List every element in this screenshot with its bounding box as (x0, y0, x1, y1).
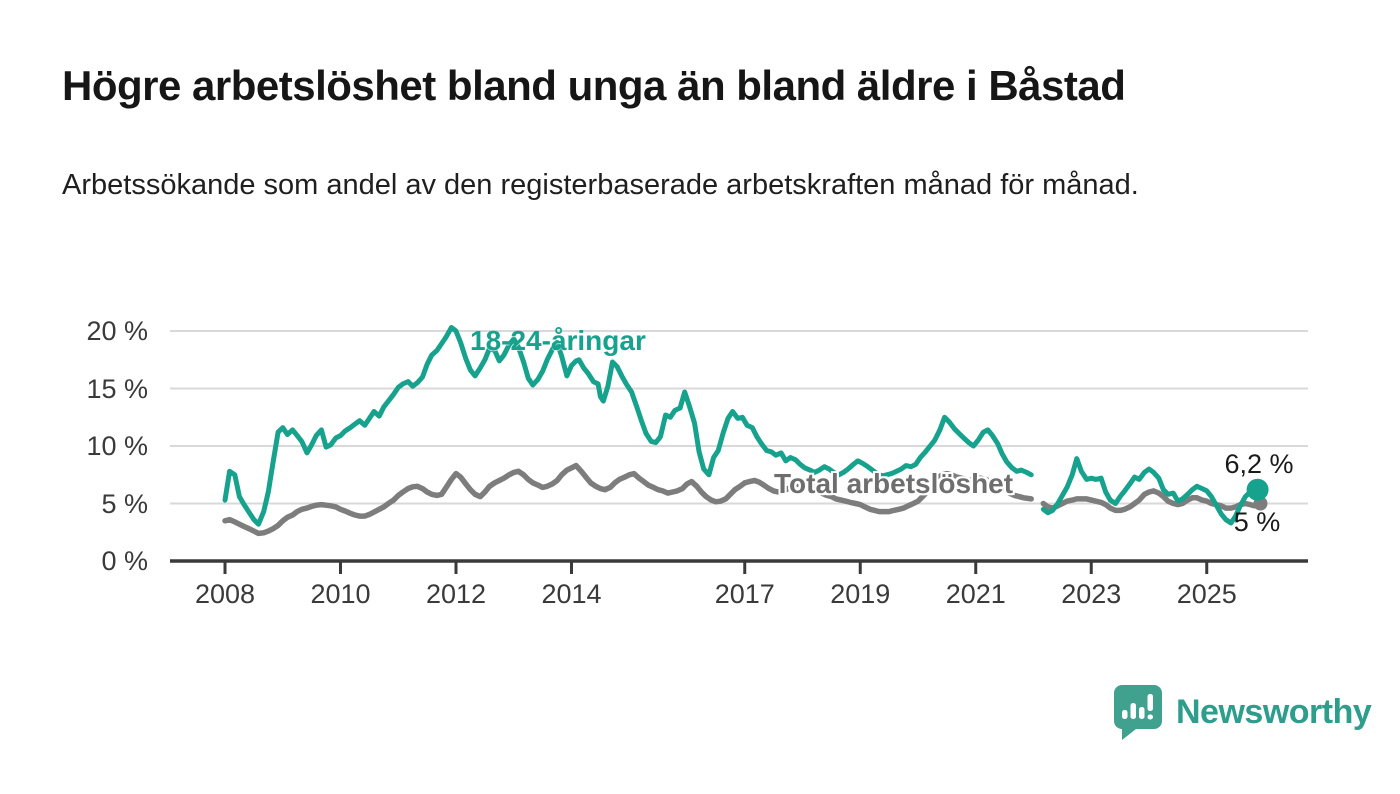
x-tick-label: 2010 (310, 579, 371, 609)
y-tick-label: 20 % (86, 316, 148, 346)
x-tick-label: 2023 (1061, 579, 1122, 609)
series-label-youth: 18-24-åringar (470, 325, 646, 356)
x-tick-label: 2017 (714, 579, 775, 609)
y-tick-label: 15 % (86, 373, 148, 404)
end-value-label-youth: 6,2 % (1224, 449, 1294, 479)
page-subtitle: Arbetssökande som andel av den registerb… (62, 169, 1139, 201)
series-line-youth (1040, 456, 1261, 526)
speech-bubble-bar-chart-icon (1114, 685, 1162, 740)
series-line-total (222, 462, 1034, 537)
x-tick-label: 2021 (945, 579, 1006, 609)
y-tick-label: 0 % (101, 546, 148, 576)
y-tick-label: 5 % (101, 488, 148, 519)
x-tick-label: 2008 (194, 579, 256, 609)
x-tick-label: 2014 (541, 579, 602, 609)
series-lines (222, 325, 1264, 537)
x-tick-label: 2012 (425, 579, 487, 609)
x-tick-label: 2019 (830, 579, 891, 609)
brand-name: Newsworthy (1176, 692, 1372, 731)
newsworthy-brand: Newsworthy (1112, 682, 1372, 742)
series-label-total: Total arbetslöshet (774, 468, 1014, 499)
series-end-dots (1246, 478, 1269, 511)
series-line-total (1040, 488, 1264, 514)
x-tick-label: 2025 (1176, 579, 1237, 609)
end-value-label-total: 5 % (1233, 507, 1281, 537)
y-tick-label: 10 % (86, 431, 148, 461)
page-title: Högre arbetslöshet bland unga än bland ä… (62, 62, 1126, 109)
end-dot-youth (1246, 478, 1269, 501)
series-line-youth (222, 325, 1034, 527)
x-axis (170, 559, 1308, 574)
